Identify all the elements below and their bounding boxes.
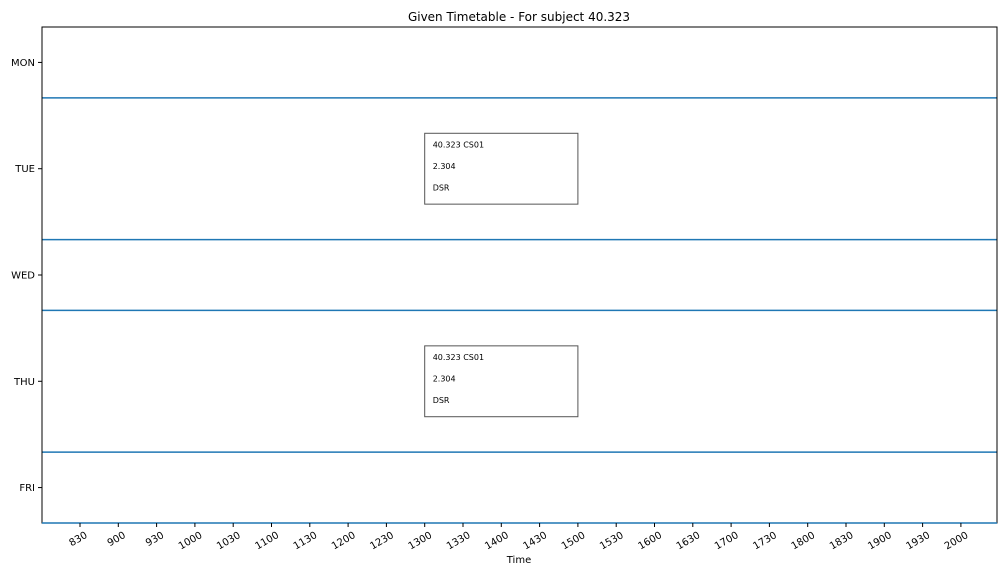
plot-area: MON TUE WED THU FRI 830 900 930 1000 1030 1100 1130… (11, 26, 998, 552)
x-tick-label: 1230 (368, 530, 396, 552)
y-tick-label: WED (11, 271, 35, 282)
x-tick-label: 1300 (407, 530, 435, 552)
event-text: 2.304 (433, 162, 456, 171)
x-tick-label: 1330 (445, 530, 473, 552)
x-tick-label: 1530 (598, 530, 626, 552)
event-block (424, 132, 579, 205)
x-tick-label: 1400 (483, 530, 511, 552)
x-tick-label: 1000 (177, 530, 205, 552)
x-tick-label: 1830 (828, 530, 856, 552)
x-tick-label: 1200 (330, 530, 358, 552)
x-tick-label: 1630 (675, 530, 703, 552)
event-text: 40.323 CS01 (433, 353, 484, 362)
x-tick-label: 1100 (253, 530, 281, 552)
x-tick-label: 1430 (522, 530, 550, 552)
event-block (424, 345, 579, 418)
y-tick-label: TUE (14, 164, 35, 175)
x-tick-label: 1900 (866, 530, 894, 552)
x-tick-label: 1700 (713, 530, 741, 552)
x-tick-label: 1600 (636, 530, 664, 552)
x-tick-label: 1500 (560, 530, 588, 552)
y-tick-label: MON (11, 58, 35, 69)
x-tick-label: 930 (144, 530, 166, 549)
x-tick-label: 1730 (751, 530, 779, 552)
event-text: DSR (433, 396, 450, 405)
x-tick-label: 1930 (905, 530, 933, 552)
event-text: DSR (433, 183, 450, 192)
x-tick-label: 1800 (790, 530, 818, 552)
x-tick-label: 1030 (215, 530, 243, 552)
x-axis-label: Time (506, 555, 531, 566)
plot-frame (41, 26, 998, 524)
x-tick-label: 900 (106, 530, 128, 549)
event-text: 2.304 (433, 374, 456, 383)
chart-title: Given Timetable - For subject 40.323 (408, 10, 630, 24)
x-tick-label: 830 (67, 530, 89, 549)
x-tick-label: 2000 (943, 530, 971, 552)
y-tick-label: THU (13, 377, 35, 388)
y-tick-label: FRI (19, 483, 35, 494)
x-tick-label: 1130 (292, 530, 320, 552)
event-text: 40.323 CS01 (433, 140, 484, 149)
